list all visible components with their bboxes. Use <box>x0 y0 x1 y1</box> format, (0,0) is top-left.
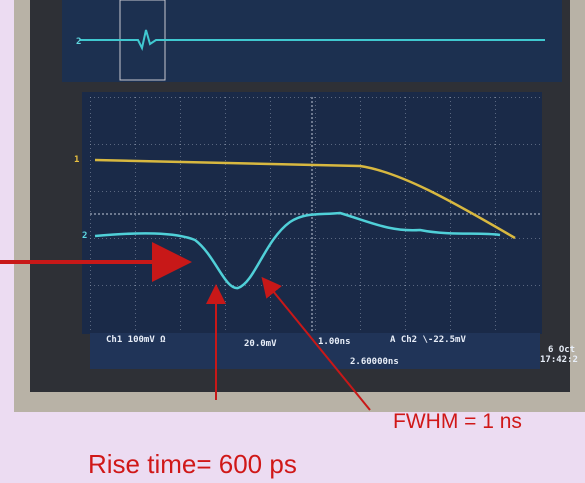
fwhm-arrow <box>261 276 371 411</box>
ch2-marker-top: 2 <box>76 37 81 47</box>
trigger: A Ch2 \-22.5mV <box>390 335 466 345</box>
rise-time-label: Rise time= 600 ps <box>88 449 297 479</box>
ch1-marker: 1 <box>74 155 79 165</box>
top-trace <box>80 29 545 51</box>
position: 2.60000ns <box>350 357 399 367</box>
time: 17:42:2 <box>540 355 578 365</box>
ch2-scale: 20.0mV <box>244 339 277 349</box>
status-bar <box>90 333 540 369</box>
timebase: 1.00ns <box>318 337 351 347</box>
ch1-trace <box>94 158 516 240</box>
fwhm-label: FWHM = 1 ns <box>393 410 522 433</box>
ch2-trace <box>94 211 501 290</box>
ch1-scale: Ch1 100mV Ω <box>106 335 166 345</box>
ch2-marker: 2 <box>82 231 87 241</box>
date: 6 Oct <box>548 345 575 355</box>
